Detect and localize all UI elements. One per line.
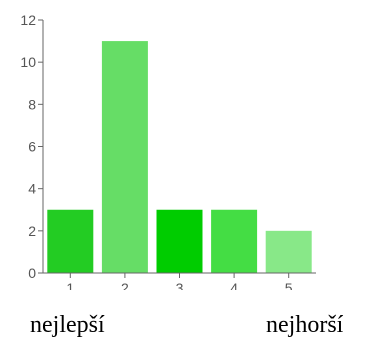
- y-tick-label: 0: [28, 265, 36, 281]
- x-axis: 1 2 3 4 5: [43, 272, 316, 290]
- bar-2: [101, 41, 148, 273]
- x-tick-label: 2: [121, 280, 129, 290]
- bar-5: [265, 230, 312, 273]
- x-tick-label: 4: [230, 280, 238, 290]
- y-tick-label: 10: [20, 54, 36, 70]
- x-tick-label: 3: [176, 280, 184, 290]
- y-tick-label: 6: [28, 139, 36, 155]
- bars: [47, 41, 312, 273]
- x-tick-label: 5: [285, 280, 293, 290]
- scale-worst-label: nejhorší: [266, 312, 344, 338]
- y-axis: 0 2 4 6 8 10 12: [20, 12, 44, 281]
- y-tick-label: 2: [28, 223, 36, 239]
- y-tick-label: 8: [28, 96, 36, 112]
- y-tick-label: 4: [28, 181, 36, 197]
- bar-3: [156, 209, 203, 273]
- bar-4: [211, 209, 258, 273]
- y-tick-label: 12: [20, 12, 36, 28]
- bar-1: [47, 209, 94, 273]
- scale-best-label: nejlepší: [30, 312, 105, 338]
- x-tick-label: 1: [66, 280, 74, 290]
